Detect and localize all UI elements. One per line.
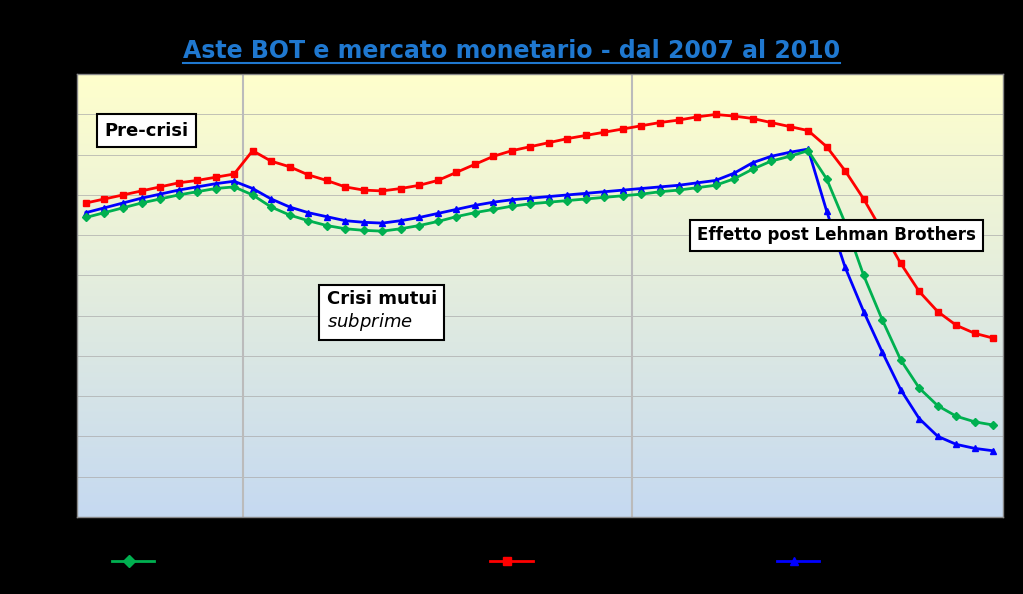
Text: Aste BOT e mercato monetario - dal 2007 al 2010: Aste BOT e mercato monetario - dal 2007 … [183, 39, 840, 62]
Text: Crisi mutui
$\it{subprime}$: Crisi mutui $\it{subprime}$ [326, 290, 437, 333]
Text: Effetto post Lehman Brothers: Effetto post Lehman Brothers [697, 226, 976, 244]
Text: Pre-crisi: Pre-crisi [104, 122, 188, 140]
